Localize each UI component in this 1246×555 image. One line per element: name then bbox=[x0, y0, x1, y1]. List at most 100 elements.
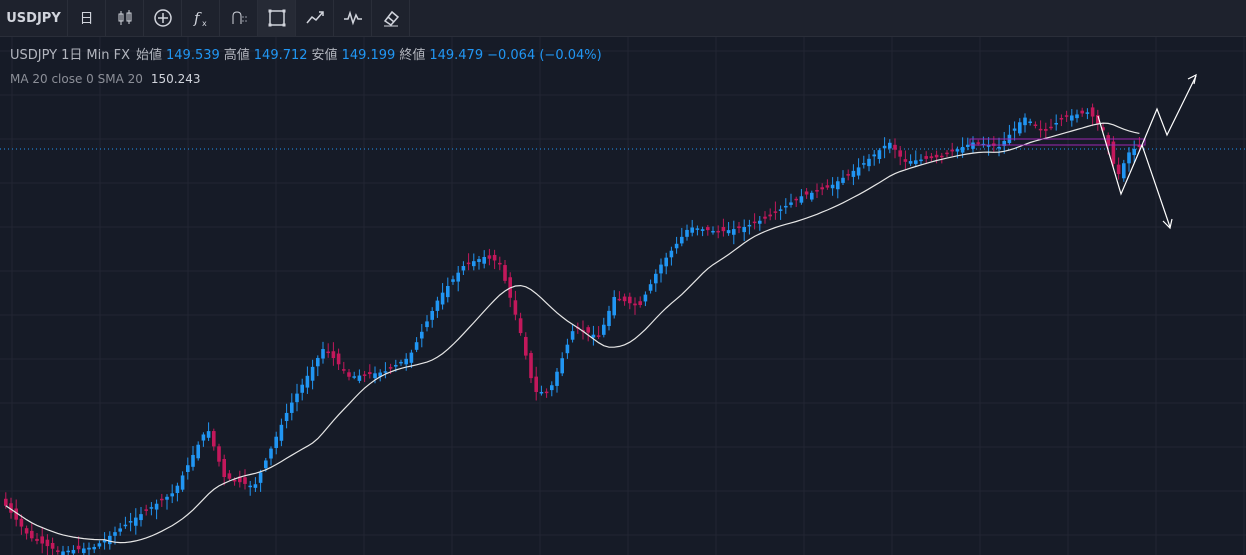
candle-body bbox=[1059, 118, 1064, 120]
candle-body bbox=[768, 214, 772, 217]
candle-body bbox=[700, 229, 705, 231]
alert-button[interactable] bbox=[220, 0, 258, 36]
candle-body bbox=[903, 159, 908, 162]
candle-body bbox=[71, 549, 76, 554]
candle-body bbox=[253, 484, 258, 488]
candle-body bbox=[513, 300, 518, 315]
candle-body bbox=[113, 532, 117, 536]
candle-body bbox=[1038, 128, 1043, 131]
candle-body bbox=[914, 160, 918, 164]
candlestick-series bbox=[4, 103, 1142, 555]
candle-body bbox=[1137, 144, 1142, 147]
candle-body bbox=[165, 496, 169, 500]
candle-body bbox=[758, 220, 762, 224]
candle-body bbox=[4, 498, 8, 506]
candle-body bbox=[659, 264, 663, 274]
candle-body bbox=[643, 294, 648, 302]
candle-body bbox=[201, 434, 206, 441]
candle-body bbox=[924, 156, 928, 159]
candle-body bbox=[1116, 164, 1121, 175]
change-value: −0.064 (−0.04%) bbox=[487, 48, 602, 63]
candle-body bbox=[435, 300, 440, 311]
candle-body bbox=[638, 301, 642, 305]
candle-body bbox=[305, 375, 310, 388]
candle-body bbox=[882, 145, 887, 149]
candle-body bbox=[430, 311, 434, 320]
high-value: 149.712 bbox=[253, 48, 308, 63]
candle-body bbox=[586, 327, 590, 333]
eraser-button[interactable] bbox=[372, 0, 410, 36]
open-label: 始値 bbox=[135, 48, 162, 63]
candle-body bbox=[279, 424, 284, 441]
candle-body bbox=[35, 538, 39, 541]
candle-body bbox=[472, 261, 476, 267]
candle-body bbox=[92, 547, 96, 550]
candle-body bbox=[19, 518, 24, 527]
add-compare-button[interactable] bbox=[144, 0, 182, 36]
candle-body bbox=[607, 310, 611, 327]
candle-body bbox=[482, 257, 486, 264]
candle-body bbox=[446, 285, 450, 298]
candles-icon bbox=[118, 10, 131, 25]
candle-body bbox=[212, 431, 216, 447]
candle-body bbox=[378, 372, 382, 377]
legend-interval: 1日 bbox=[61, 48, 83, 63]
legend-symbol: USDJPY bbox=[10, 48, 58, 63]
candle-body bbox=[804, 191, 809, 195]
interval-button[interactable]: 日 bbox=[68, 0, 106, 36]
candle-body bbox=[685, 229, 689, 237]
candle-body bbox=[654, 273, 658, 284]
candle-body bbox=[357, 375, 362, 381]
candle-body bbox=[539, 392, 544, 394]
candle-body bbox=[794, 198, 798, 201]
candle-body bbox=[134, 517, 138, 526]
candle-body bbox=[1054, 123, 1058, 125]
candle-body bbox=[1085, 112, 1090, 114]
candle-body bbox=[612, 297, 616, 316]
candle-body bbox=[799, 196, 804, 203]
candle-body bbox=[420, 331, 424, 339]
candle-body bbox=[336, 353, 341, 365]
candle-body bbox=[737, 226, 741, 229]
ma-indicator-legend[interactable]: MA 20 close 0 SMA 20 150.243 bbox=[10, 72, 201, 86]
candle-body bbox=[461, 266, 466, 271]
candle-body bbox=[144, 509, 148, 511]
candle-body bbox=[154, 503, 159, 510]
candle-body bbox=[487, 255, 492, 259]
candle-body bbox=[836, 181, 840, 190]
rectangle-icon bbox=[268, 9, 285, 27]
candle-body bbox=[342, 369, 346, 371]
candle-body bbox=[66, 550, 70, 553]
candle-body bbox=[50, 542, 55, 549]
candle-body bbox=[1012, 128, 1017, 131]
candles-button[interactable] bbox=[106, 0, 144, 36]
high-label: 高値 bbox=[223, 48, 250, 63]
symbol-search-button[interactable]: USDJPY bbox=[0, 0, 68, 36]
candle-body bbox=[347, 372, 351, 377]
chart-grid bbox=[0, 37, 1246, 555]
candle-body bbox=[274, 436, 278, 448]
candle-body bbox=[492, 254, 497, 261]
candle-body bbox=[929, 156, 934, 159]
candle-body bbox=[908, 161, 913, 164]
line-chart-button[interactable] bbox=[296, 0, 334, 36]
replay-button[interactable] bbox=[334, 0, 372, 36]
candle-body bbox=[232, 479, 237, 482]
price-chart[interactable] bbox=[0, 37, 1246, 555]
candle-body bbox=[846, 174, 850, 176]
close-label: 終値 bbox=[399, 48, 426, 63]
candle-body bbox=[383, 371, 388, 373]
candle-body bbox=[368, 372, 372, 375]
candle-body bbox=[986, 144, 991, 147]
candle-body bbox=[628, 296, 632, 304]
open-value: 149.539 bbox=[166, 48, 220, 63]
candle-body bbox=[747, 224, 752, 227]
candle-body bbox=[373, 373, 377, 379]
candle-body bbox=[295, 393, 299, 403]
rectangle-tool-button[interactable] bbox=[258, 0, 296, 36]
candle-body bbox=[596, 335, 601, 337]
add-compare-icon bbox=[153, 9, 172, 27]
